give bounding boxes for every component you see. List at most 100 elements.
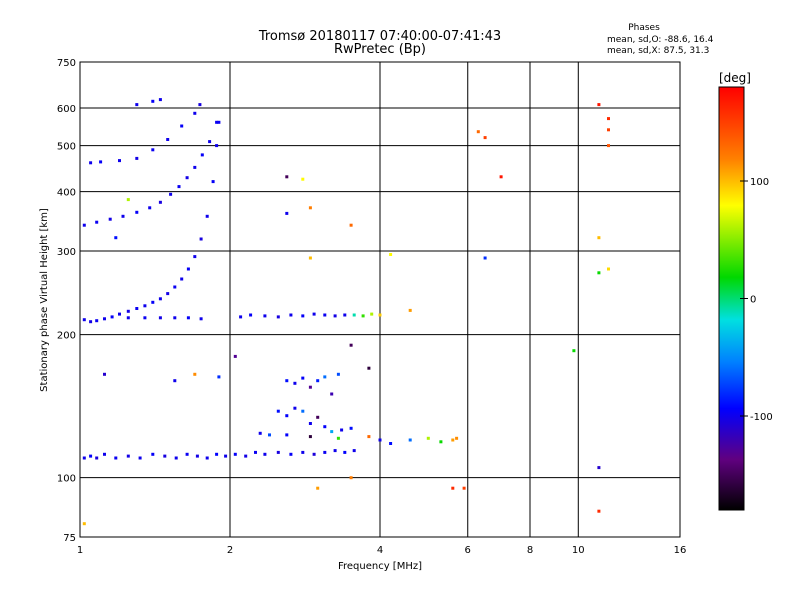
echo-point — [607, 128, 610, 132]
x-tick-label: 1 — [77, 545, 83, 556]
echo-point — [135, 103, 139, 107]
colorbar-label: [deg] — [719, 71, 751, 85]
echo-point — [199, 237, 203, 241]
echo-point — [135, 307, 139, 310]
echo-point — [215, 120, 219, 124]
echo-point — [89, 161, 93, 165]
echo-point — [193, 111, 197, 115]
echo-point — [323, 450, 327, 454]
echo-point — [349, 223, 353, 227]
echo-point — [289, 452, 293, 456]
echo-point — [389, 442, 393, 445]
echo-point — [82, 522, 86, 526]
echo-point — [198, 103, 202, 107]
echo-point — [193, 372, 197, 376]
echo-point — [285, 379, 289, 383]
echo-point — [110, 315, 114, 319]
echo-point — [426, 436, 430, 440]
echo-point — [118, 312, 121, 316]
echo-point — [607, 117, 610, 121]
echo-point — [289, 313, 293, 317]
echo-point — [108, 217, 112, 221]
echo-point — [330, 430, 334, 434]
echo-point — [597, 271, 601, 275]
y-tick-label: 100 — [57, 474, 76, 485]
echo-point — [95, 456, 99, 460]
echo-point — [451, 438, 455, 442]
echo-point — [597, 236, 601, 240]
echo-point — [499, 175, 503, 179]
echo-point — [293, 406, 297, 410]
echo-point — [217, 375, 221, 379]
data-points — [82, 98, 610, 526]
echo-point — [333, 314, 337, 318]
echo-point — [285, 414, 289, 418]
echo-point — [597, 509, 601, 513]
echo-point — [323, 375, 327, 379]
echo-point — [276, 450, 280, 454]
echo-point — [455, 436, 459, 440]
echo-point — [316, 415, 320, 419]
echo-point — [301, 177, 305, 181]
echo-point — [193, 165, 197, 169]
echo-point — [186, 316, 190, 320]
echo-point — [95, 319, 99, 323]
echo-point — [408, 438, 412, 442]
echo-point — [103, 317, 106, 321]
plot-frame — [79, 61, 681, 538]
y-tick-label: 200 — [57, 331, 76, 342]
echo-point — [233, 452, 237, 456]
echo-point — [215, 452, 219, 456]
echo-point — [195, 454, 199, 458]
echo-point — [352, 313, 356, 317]
echo-point — [352, 449, 356, 453]
echo-point — [193, 255, 197, 259]
echo-point — [205, 214, 209, 218]
echo-point — [135, 156, 139, 160]
echo-point — [349, 476, 353, 480]
echo-point — [263, 314, 267, 318]
echo-point — [476, 130, 480, 134]
echo-point — [224, 454, 228, 458]
echo-point — [180, 277, 184, 281]
y-tick-label: 600 — [57, 104, 76, 115]
echo-point — [118, 159, 121, 163]
echo-point — [333, 449, 337, 453]
echo-point — [217, 120, 221, 124]
echo-point — [126, 316, 130, 320]
x-axis-ticks: 1 2 4 6 8 10 16 — [77, 545, 687, 556]
echo-point — [200, 153, 204, 157]
y-tick-label: 75 — [63, 533, 76, 544]
echo-point — [211, 180, 215, 184]
echo-point — [126, 198, 130, 202]
echo-point — [361, 314, 365, 318]
echo-point — [177, 185, 181, 189]
echo-point — [215, 144, 219, 148]
echo-point — [462, 486, 466, 490]
echo-point — [483, 136, 487, 140]
echo-point — [336, 372, 340, 376]
echo-point — [180, 124, 184, 128]
x-tick-label: 6 — [465, 545, 471, 556]
echo-point — [249, 313, 253, 317]
y-axis-ticks: 75 100 200 300 400 500 600 750 — [57, 58, 76, 544]
y-tick-label: 500 — [57, 142, 76, 153]
echo-point — [126, 454, 130, 458]
echo-point — [114, 456, 118, 460]
echo-point — [323, 313, 327, 317]
echo-point — [151, 148, 155, 152]
echo-point — [169, 192, 173, 196]
phases-title: Phases — [628, 23, 660, 33]
echo-point — [185, 452, 189, 456]
echo-point — [312, 312, 316, 316]
echo-point — [301, 376, 305, 380]
echo-point — [138, 456, 142, 460]
echo-point — [316, 486, 320, 490]
echo-point — [208, 140, 212, 144]
echo-point — [135, 210, 139, 214]
echo-point — [126, 309, 130, 313]
echo-point — [244, 454, 248, 458]
echo-point — [89, 320, 93, 324]
echo-point — [158, 200, 162, 204]
